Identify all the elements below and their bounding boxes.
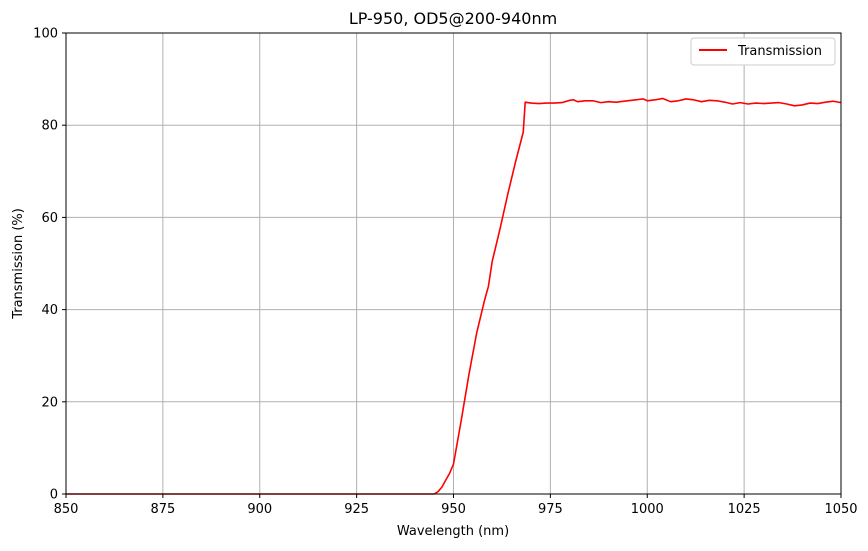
x-axis-ticks: 850 875 900 925 950 975 1000 1025 1050 — [54, 494, 858, 517]
legend-box — [690, 37, 836, 66]
legend: Transmission — [690, 37, 836, 66]
x-tick-label: 875 — [150, 502, 175, 517]
y-tick-label: 100 — [33, 27, 58, 42]
series-layer — [66, 97, 842, 495]
x-axis-label: Wavelength (nm) — [397, 524, 509, 539]
y-tick-label: 80 — [41, 119, 58, 134]
chart-title: LP-950, OD5@200-940nm — [349, 9, 557, 28]
x-tick-label: 975 — [538, 502, 563, 517]
x-tick-label: 1000 — [631, 502, 664, 517]
y-tick-label: 40 — [41, 303, 58, 318]
x-tick-label: 950 — [441, 502, 466, 517]
x-tick-label: 850 — [54, 502, 79, 517]
x-tick-label: 925 — [344, 502, 369, 517]
x-tick-label: 1025 — [728, 502, 761, 517]
y-tick-label: 20 — [41, 395, 58, 410]
series-line — [66, 97, 842, 495]
y-tick-label: 60 — [41, 211, 58, 226]
x-tick-label: 900 — [247, 502, 272, 517]
x-tick-label: 1050 — [824, 502, 857, 517]
legend-label: Transmission — [737, 44, 822, 59]
y-axis-label: Transmission (%) — [11, 208, 26, 320]
y-axis-ticks: 0 20 40 60 80 100 — [33, 27, 66, 503]
y-tick-label: 0 — [50, 488, 58, 503]
